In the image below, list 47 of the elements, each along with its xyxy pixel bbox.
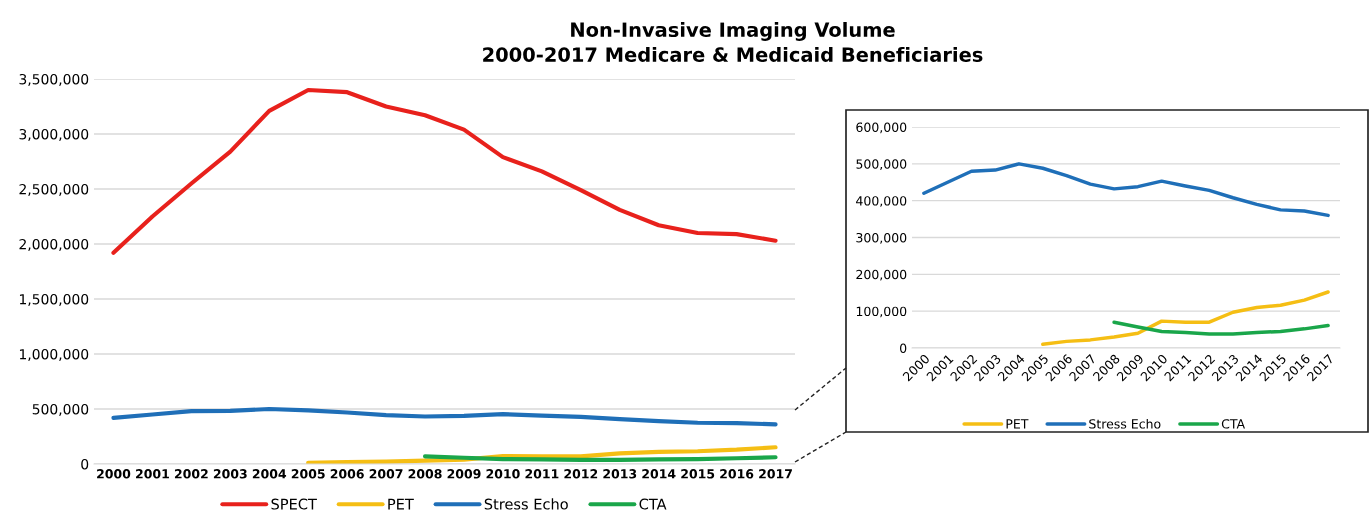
y-tick-label: 1,500,000 [19, 293, 89, 306]
x-tick-label: 2000 [97, 469, 131, 479]
y-tick-label: 100,000 [856, 306, 907, 318]
line-series [1041, 290, 1330, 347]
x-tick-label: 2011 [525, 469, 559, 479]
y-tick-label: 0 [81, 458, 89, 470]
y-tick-label: 200,000 [856, 269, 907, 281]
line-series [1112, 320, 1330, 336]
x-tick-label: 2004 [252, 469, 287, 479]
y-tick-label: 2,000,000 [19, 238, 89, 251]
y-tick-label: 1,000,000 [19, 348, 89, 361]
line-series [922, 162, 1330, 218]
line-series [111, 406, 778, 427]
x-tick-label: 2017 [759, 469, 792, 479]
legend-label: Stress Echo [484, 498, 568, 510]
y-tick-label: 600,000 [856, 122, 907, 134]
legend-label: SPECT [271, 498, 317, 510]
x-tick-label: 2013 [603, 469, 637, 479]
y-tick-label: 500,000 [32, 403, 89, 416]
legend-label: CTA [639, 498, 667, 510]
x-tick-label: 2016 [720, 469, 754, 479]
y-tick-label: 400,000 [856, 196, 907, 207]
x-tick-label: 2001 [136, 469, 169, 479]
y-tick-label: 300,000 [856, 232, 907, 244]
line-series [111, 87, 778, 255]
y-tick-label: 0 [900, 343, 907, 353]
legend-label: Stress Echo [1089, 418, 1161, 429]
legend-label: PET [1006, 419, 1029, 429]
y-tick-label: 500,000 [856, 159, 907, 171]
x-tick-label: 2005 [291, 469, 325, 479]
line-series [306, 445, 778, 464]
y-tick-label: 3,000,000 [19, 128, 89, 141]
x-tick-label: 2006 [330, 469, 364, 479]
x-tick-label: 2012 [564, 469, 598, 479]
x-tick-label: 2003 [213, 469, 247, 479]
legend-label: PET [388, 498, 414, 510]
x-tick-label: 2015 [681, 469, 715, 479]
y-tick-label: 3,500,000 [19, 73, 89, 86]
x-tick-label: 2002 [174, 469, 208, 479]
chart-title: Non-Invasive Imaging Volume 2000-2017 Medicare & Medicaid Beneficiaries [483, 22, 983, 62]
x-tick-label: 2014 [642, 469, 676, 479]
x-tick-label: 2008 [408, 469, 442, 479]
y-tick-label: 2,500,000 [19, 183, 89, 196]
x-tick-label: 2007 [369, 469, 403, 479]
legend-label: CTA [1221, 419, 1245, 429]
x-tick-label: 2010 [486, 469, 520, 479]
x-tick-label: 2009 [447, 469, 481, 479]
